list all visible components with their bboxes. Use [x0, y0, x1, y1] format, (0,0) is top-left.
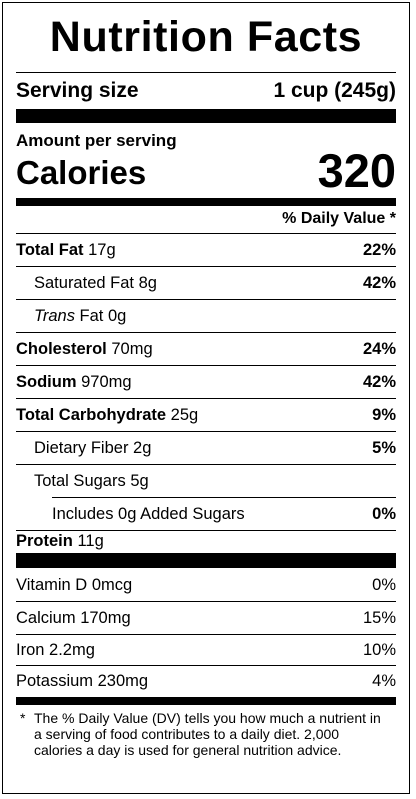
thick-divider	[16, 109, 396, 123]
nutrient-amount: 0g	[107, 306, 127, 325]
serving-size-value: 1 cup (245g)	[273, 79, 396, 102]
nutrient-name: Saturated Fat	[34, 273, 134, 292]
nutrient-row-protein: Protein 11g	[16, 531, 396, 551]
nutrient-name: Total Fat	[16, 240, 84, 259]
label-title: Nutrition Facts	[49, 13, 363, 61]
nutrient-row-added-sugars: Includes 0g Added Sugars 0%	[16, 498, 396, 530]
divider	[16, 299, 396, 300]
divider	[16, 431, 396, 432]
nutrient-row-cholesterol: Cholesterol 70mg 24%	[16, 333, 396, 365]
nutrient-dv: 24%	[362, 339, 396, 358]
nutrient-amount: 8g	[138, 273, 157, 292]
nutrient-dv: 42%	[362, 372, 396, 391]
nutrient-name: Total Carbohydrate	[16, 405, 167, 424]
nutrient-dv: 9%	[372, 405, 396, 424]
divider	[16, 601, 396, 602]
nutrient-amount: 11g	[77, 531, 104, 550]
footnote: * The % Daily Value (DV) tells you how m…	[20, 710, 390, 758]
serving-size-row: Serving size 1 cup (245g)	[16, 78, 396, 104]
vitamin-name: Calcium	[16, 608, 76, 627]
vitamin-amount: 0mcg	[91, 575, 133, 594]
divider	[16, 398, 396, 399]
calories-label: Calories	[16, 154, 147, 191]
nutrient-row-saturated-fat: Saturated Fat 8g 42%	[16, 267, 396, 299]
vitamin-dv: 15%	[362, 608, 396, 627]
nutrient-row-sodium: Sodium 970mg 42%	[16, 366, 396, 398]
serving-size-label: Serving size	[16, 79, 139, 102]
divider	[16, 530, 396, 531]
footnote-text: The % Daily Value (DV) tells you how muc…	[34, 710, 381, 758]
nutrient-row-total-fat: Total Fat 17g 22%	[16, 234, 396, 266]
vitamin-name: Iron	[16, 640, 45, 659]
vitamin-dv: 10%	[362, 640, 396, 659]
nutrient-dv: 5%	[372, 438, 396, 457]
nutrient-name: Total Sugars	[34, 471, 126, 490]
divider	[16, 365, 396, 366]
nutrient-amount: 17g	[88, 240, 116, 259]
nutrient-name-italic: Trans	[34, 306, 75, 325]
divider	[16, 634, 396, 635]
divider	[16, 233, 396, 234]
vitamin-row-calcium: Calcium 170mg 15%	[16, 602, 396, 634]
footnote-asterisk: *	[20, 710, 26, 726]
nutrient-name: Protein	[16, 531, 73, 550]
thick-divider	[16, 553, 396, 568]
nutrition-label-body: Nutrition Facts Serving size 1 cup (245g…	[16, 3, 396, 793]
vitamin-amount: 170mg	[80, 608, 131, 627]
nutrient-row-trans-fat: Trans Fat 0g	[16, 300, 396, 332]
medium-divider	[16, 198, 396, 206]
vitamin-row-iron: Iron 2.2mg 10%	[16, 635, 396, 665]
vitamin-row-vitamin-d: Vitamin D 0mcg 0%	[16, 569, 396, 601]
nutrient-name: Includes 0g Added Sugars	[52, 504, 245, 523]
nutrient-row-dietary-fiber: Dietary Fiber 2g 5%	[16, 432, 396, 464]
nutrient-name: Dietary Fiber	[34, 438, 129, 457]
nutrient-amount: 2g	[133, 438, 152, 457]
vitamin-amount: 2.2mg	[49, 640, 95, 659]
vitamin-amount: 230mg	[97, 672, 149, 690]
divider	[16, 464, 396, 465]
divider	[16, 665, 396, 666]
amount-per-serving: Amount per serving	[16, 131, 177, 150]
daily-value-header: % Daily Value *	[282, 210, 396, 227]
nutrient-row-total-sugars: Total Sugars 5g	[16, 465, 396, 497]
divider	[52, 497, 396, 498]
nutrient-amount: 970mg	[81, 372, 132, 391]
vitamin-row-potassium: Potassium 230mg 4%	[16, 666, 396, 697]
nutrient-name: Fat	[79, 306, 104, 325]
nutrition-label: Nutrition Facts Serving size 1 cup (245g…	[2, 2, 410, 794]
nutrient-amount: 5g	[130, 471, 149, 490]
vitamin-name: Potassium	[16, 672, 94, 690]
calories-value: 320	[317, 144, 396, 197]
vitamin-name: Vitamin D	[16, 575, 88, 594]
vitamin-dv: 4%	[372, 672, 396, 690]
nutrient-name: Cholesterol	[16, 339, 107, 358]
nutrient-dv: 22%	[362, 240, 396, 259]
divider	[16, 266, 396, 267]
nutrient-amount: 25g	[170, 405, 199, 424]
nutrient-name: Sodium	[16, 372, 77, 391]
vitamin-dv: 0%	[372, 575, 396, 594]
divider	[16, 332, 396, 333]
divider	[16, 72, 396, 73]
nutrient-amount: 70mg	[111, 339, 153, 358]
nutrient-row-total-carbohydrate: Total Carbohydrate 25g 9%	[16, 399, 396, 431]
nutrient-dv: 42%	[362, 273, 396, 292]
nutrient-dv: 0%	[372, 504, 396, 523]
medium-divider	[16, 697, 396, 705]
